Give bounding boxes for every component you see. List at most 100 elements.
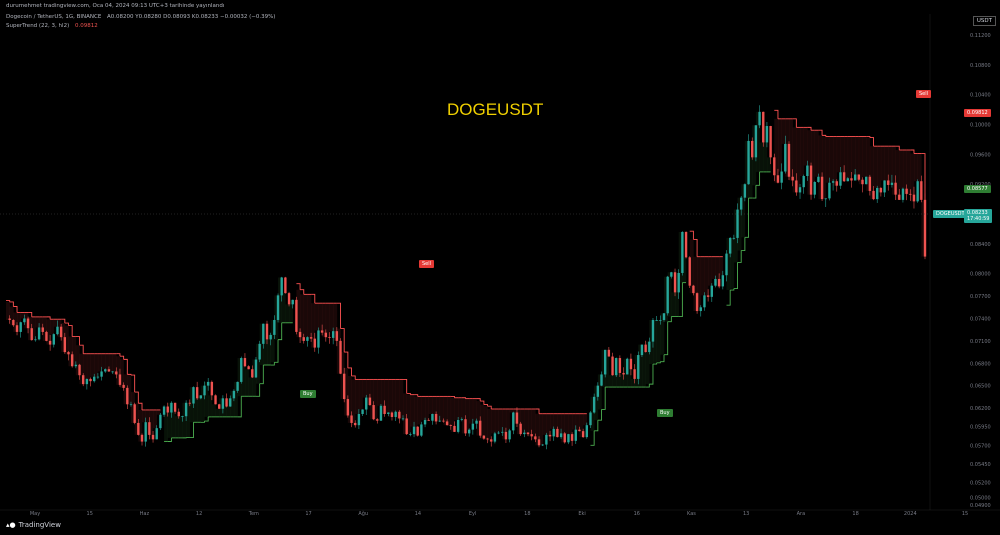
candle-body [603,349,607,375]
supertrend-fill-slice [737,197,742,251]
candle-body [769,126,772,158]
supertrend-fill-slice [248,377,253,397]
supertrend-segment [311,293,316,304]
supertrend-fill-slice [693,256,698,312]
supertrend-fill-slice [884,146,889,185]
candle-body [199,395,203,399]
supertrend-fill-slice [866,137,871,191]
supertrend-fill-slice [178,416,183,438]
brand-footer[interactable]: ▴● TradingView [6,521,61,529]
candle-body [8,318,11,320]
supertrend-fill-slice [425,396,430,421]
candle-body [162,406,166,415]
candle-body [405,418,408,435]
candle-body [409,434,412,435]
candle-body [728,237,732,254]
candle-body [177,411,180,417]
indicator-name[interactable]: SuperTrend (22, 3, hl2) [6,23,70,29]
supertrend-segment [689,230,694,240]
supertrend-fill-slice [266,334,271,366]
supertrend-fill-slice [616,372,621,388]
supertrend-fill-slice [344,367,349,416]
chart-title: DOGEUSDT [447,100,544,119]
supertrend-fill-slice [509,409,514,413]
supertrend-segment [476,398,481,402]
supertrend-fill-slice [858,136,863,185]
supertrend-fill-slice [891,146,896,195]
supertrend-segment [737,250,742,263]
supertrend-fill-slice [366,379,371,406]
candle-body [717,278,721,287]
x-tick-label: 17 [305,511,311,517]
candle-body [273,319,276,335]
candle-body [835,181,838,186]
candle-body [530,434,533,437]
supertrend-segment [167,437,172,442]
supertrend-fill-slice [369,379,374,420]
supertrend-fill-slice [807,130,812,195]
supertrend-fill-slice [219,398,224,417]
supertrend-fill-slice [755,111,760,172]
supertrend-fill-slice [833,136,838,186]
supertrend-fill-slice [597,374,602,410]
supertrend-fill-slice [469,398,474,424]
candle-body [592,396,596,413]
candle-body [519,423,522,435]
supertrend-segment [667,316,672,323]
candle-body [879,187,883,193]
supertrend-segment [656,361,661,364]
supertrend-fill-slice [726,237,731,291]
supertrend-fill-slice [454,397,459,420]
candle-body [357,413,361,426]
supertrend-segment [130,374,136,393]
supertrend-segment [755,171,761,186]
supertrend-fill-slice [697,256,702,308]
candle-body [456,419,460,432]
supertrend-fill-slice [744,140,749,199]
symbol-name[interactable]: Dogecoin / TetherUS, 1G, BINANCE [6,14,102,20]
candle-body [210,381,214,396]
candle-body [361,409,364,414]
supertrend-segment [28,311,33,317]
price-label-last: 0.08233 17:40:59 [964,209,993,223]
candle-body [78,364,81,376]
candle-body [23,318,26,323]
candle-body [710,285,713,297]
candle-body [96,376,100,378]
candle-body [846,178,849,182]
candle-body [295,299,298,332]
candle-body [743,184,747,198]
supertrend-fill-slice [733,209,738,263]
supertrend-segment [792,118,797,128]
candle-body [861,179,864,185]
candle-body [556,428,559,438]
candle-body [265,323,269,340]
candle-body [372,405,375,420]
supertrend-fill-slice [656,319,661,362]
x-tick-label: 2024 [904,511,917,517]
candle-body [637,355,640,379]
x-tick-label: Tem [248,511,259,517]
candle-body [655,319,658,321]
supertrend-segment [649,364,654,385]
x-tick-label: 18 [524,511,530,517]
supertrend-fill-slice [719,256,724,276]
supertrend-fill-slice [6,301,10,320]
supertrend-fill-slice [671,292,676,317]
candle-body [754,125,758,158]
supertrend-segment [774,109,779,119]
y-tick-label: 0.04900 [970,503,991,509]
supertrend-fill-slice [715,256,720,287]
candle-body [831,181,835,183]
quote-unit[interactable]: USDT [972,16,996,26]
supertrend-fill-slice [50,319,55,335]
candle-body [335,331,339,341]
candle-body [901,188,905,200]
supertrend-fill-slice [167,402,172,438]
candle-body [677,272,680,293]
candle-body [629,358,633,370]
tradingview-logo-icon: ▴● [6,521,16,529]
candle-body [442,420,445,422]
supertrend-fill-slice [296,289,301,338]
